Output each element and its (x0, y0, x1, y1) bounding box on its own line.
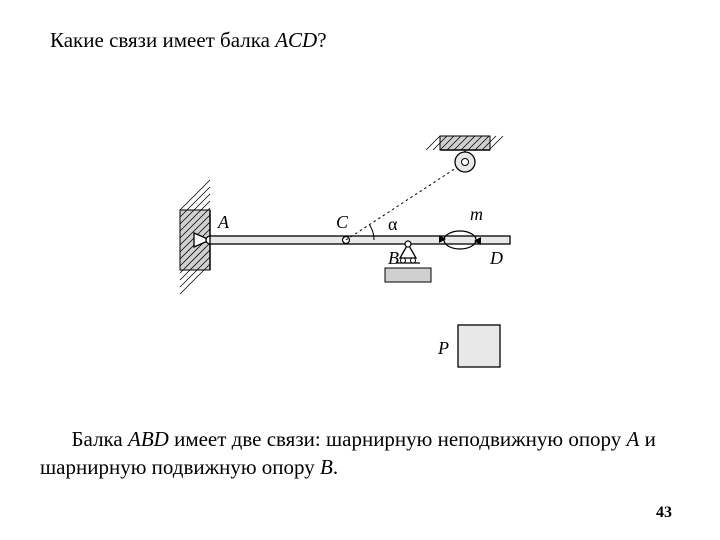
answer-text: Балка ABD имеет две связи: шарнирную неп… (40, 425, 680, 482)
label-c: C (336, 212, 349, 232)
question-text: Какие связи имеет балка ACD? (50, 28, 327, 53)
ans-a: A (627, 427, 640, 451)
ans-t4: . (333, 455, 338, 479)
block-p (458, 325, 500, 367)
label-d: D (489, 248, 503, 268)
diagram-svg: A C B D α m P (160, 100, 580, 380)
ans-b: B (320, 455, 333, 479)
label-b: B (388, 248, 399, 268)
ans-beam: ABD (128, 427, 169, 451)
question-beam: ACD (275, 28, 317, 52)
question-prefix: Какие связи имеет балка (50, 28, 275, 52)
ans-t1: Балка (72, 427, 129, 451)
beam (210, 236, 510, 244)
pulley (455, 152, 475, 172)
rope (346, 168, 456, 240)
ans-t2: имеет две связи: шарнирную неподвижную о… (169, 427, 627, 451)
label-alpha: α (388, 214, 398, 234)
label-m: m (470, 204, 483, 224)
question-suffix: ? (317, 28, 326, 52)
label-a: A (217, 212, 230, 232)
label-p: P (437, 338, 449, 358)
page-number: 43 (656, 504, 672, 522)
beam-diagram: A C B D α m P (160, 100, 580, 380)
